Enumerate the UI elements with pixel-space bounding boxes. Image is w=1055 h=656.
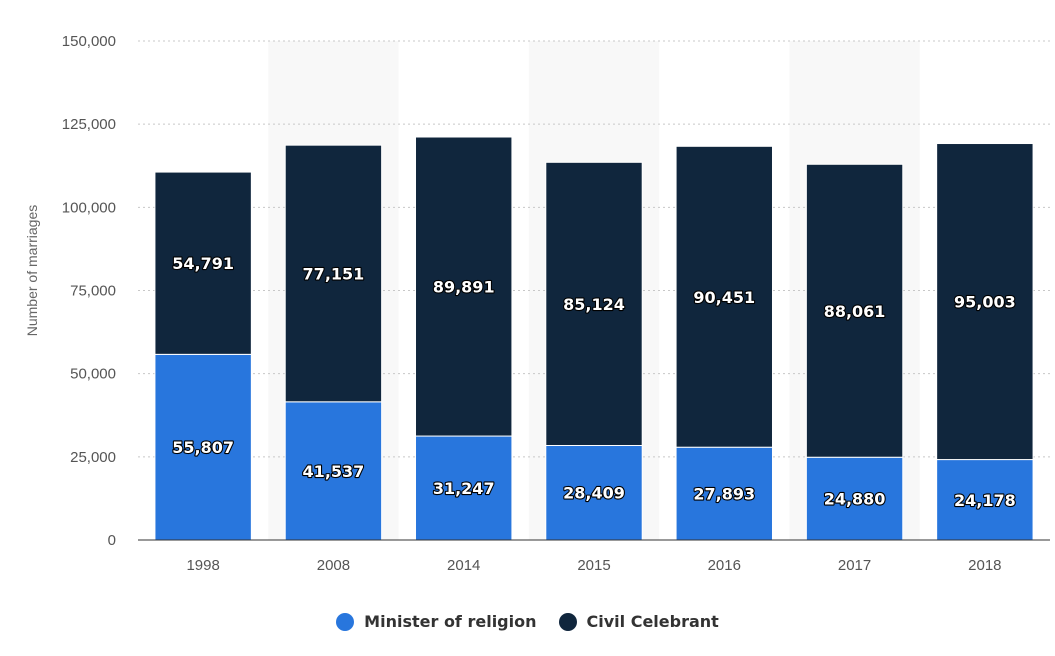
data-label-minister-2015: 28,409 xyxy=(563,484,625,503)
data-label-civil-2014: 89,891 xyxy=(433,278,495,297)
legend: Minister of religion Civil Celebrant xyxy=(0,612,1055,631)
y-tick-label: 25,000 xyxy=(70,449,116,466)
data-label-civil-2018: 95,003 xyxy=(954,293,1016,312)
bar-minister-2017[interactable] xyxy=(805,456,904,541)
bar-minister-2016[interactable] xyxy=(675,446,773,541)
data-label-minister-2014: 31,247 xyxy=(433,479,495,498)
y-axis-label: Number of marriages xyxy=(24,205,40,337)
x-tick-label: 2018 xyxy=(968,557,1001,574)
bar-civil-2016[interactable] xyxy=(675,145,773,448)
bar-civil-2014[interactable] xyxy=(415,136,513,437)
stacked-bar-chart: 0 25,000 50,000 75,000 100,000 125,000 150,000… xyxy=(24,33,1050,574)
bar-minister-2008[interactable] xyxy=(284,401,383,541)
bar-civil-2017[interactable] xyxy=(805,163,904,458)
data-label-civil-2016: 90,451 xyxy=(693,288,755,307)
y-tick-label: 150,000 xyxy=(62,33,116,50)
bar-civil-1998[interactable] xyxy=(154,171,252,355)
bar-minister-2018[interactable] xyxy=(936,459,1034,541)
data-label-minister-2008: 41,537 xyxy=(303,462,365,481)
bar-civil-2015[interactable] xyxy=(545,161,643,446)
x-tick-label: 2014 xyxy=(447,557,480,574)
bar-civil-2008[interactable] xyxy=(284,144,383,403)
data-label-civil-2017: 88,061 xyxy=(824,302,886,321)
y-tick-label: 75,000 xyxy=(70,283,116,300)
bars xyxy=(154,136,1034,541)
data-label-minister-2017: 24,880 xyxy=(824,490,886,509)
x-tick-label: 1998 xyxy=(186,557,219,574)
x-tick-label: 2017 xyxy=(838,557,871,574)
data-label-civil-2015: 85,124 xyxy=(563,295,625,314)
x-tick-label: 2008 xyxy=(317,557,350,574)
y-axis-ticks: 0 25,000 50,000 75,000 100,000 125,000 150,000 xyxy=(62,33,116,549)
legend-item-minister[interactable]: Minister of religion xyxy=(336,612,537,631)
legend-dot-civil-icon xyxy=(558,612,577,631)
legend-label-minister: Minister of religion xyxy=(364,612,537,631)
data-label-minister-2016: 27,893 xyxy=(693,485,755,504)
legend-dot-minister-icon xyxy=(336,612,355,631)
legend-item-civil[interactable]: Civil Celebrant xyxy=(558,612,719,631)
data-labels: 55,807 54,791 41,537 77,151 31,247 89,891 28,4… xyxy=(171,253,1017,511)
y-tick-label: 50,000 xyxy=(70,366,116,383)
x-tick-label: 2015 xyxy=(577,557,610,574)
data-label-minister-2018: 24,178 xyxy=(954,491,1016,510)
data-label-civil-2008: 77,151 xyxy=(303,264,365,283)
x-tick-label: 2016 xyxy=(708,557,741,574)
y-tick-label: 0 xyxy=(108,532,116,549)
data-label-minister-1998: 55,807 xyxy=(172,438,234,457)
bar-minister-1998[interactable] xyxy=(154,353,252,541)
y-tick-label: 100,000 xyxy=(62,199,116,216)
legend-label-civil: Civil Celebrant xyxy=(586,612,719,631)
y-tick-label: 125,000 xyxy=(62,116,116,133)
x-axis-ticks: 1998 2008 2014 2015 2016 2017 2018 xyxy=(186,557,1001,574)
data-label-civil-1998: 54,791 xyxy=(172,254,234,273)
bar-civil-2018[interactable] xyxy=(936,143,1034,461)
